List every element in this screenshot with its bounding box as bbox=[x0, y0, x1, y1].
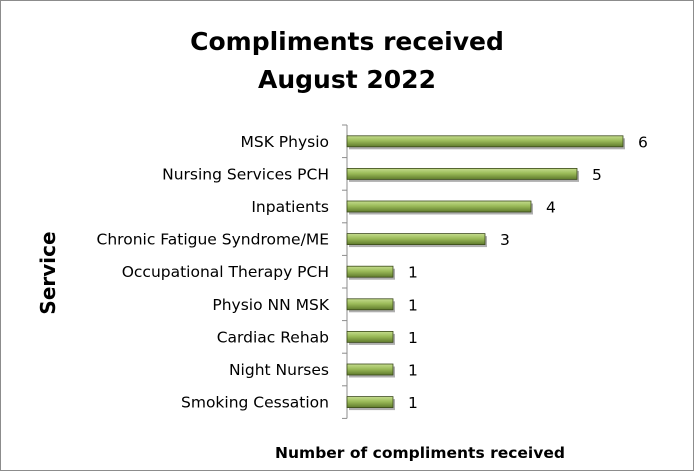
data-label: 1 bbox=[408, 362, 418, 380]
chart-title-line-1: Compliments received bbox=[190, 27, 504, 56]
category-label: Occupational Therapy PCH bbox=[122, 263, 329, 281]
bar bbox=[346, 396, 394, 409]
category-label: Nursing Services PCH bbox=[162, 165, 329, 183]
bar bbox=[346, 200, 532, 213]
bar bbox=[346, 265, 394, 278]
y-axis-title: Service bbox=[36, 231, 60, 314]
plot-area: MSK Physio 6 Nursing Services PCH 5 Inpatien… bbox=[97, 124, 648, 419]
bar bbox=[346, 363, 394, 376]
data-label: 1 bbox=[408, 264, 418, 282]
data-label: 1 bbox=[408, 296, 418, 314]
bar bbox=[346, 135, 624, 148]
data-label: 1 bbox=[408, 329, 418, 347]
category-label: Cardiac Rehab bbox=[217, 328, 329, 346]
category-label: Night Nurses bbox=[229, 361, 329, 379]
data-label: 5 bbox=[592, 166, 602, 184]
data-label: 6 bbox=[638, 133, 648, 151]
category-label: MSK Physio bbox=[240, 133, 329, 151]
category-label: Smoking Cessation bbox=[181, 394, 329, 412]
bar bbox=[346, 330, 394, 343]
x-axis-title: Number of compliments received bbox=[275, 444, 565, 462]
bar bbox=[346, 167, 578, 180]
chart-title-line-2: August 2022 bbox=[258, 65, 436, 94]
data-label: 1 bbox=[408, 394, 418, 412]
bar bbox=[346, 233, 486, 246]
category-label: Chronic Fatigue Syndrome/ME bbox=[97, 231, 329, 249]
bar bbox=[346, 298, 394, 311]
category-label: Physio NN MSK bbox=[212, 296, 329, 314]
data-label: 3 bbox=[500, 231, 510, 249]
category-label: Inpatients bbox=[251, 198, 329, 216]
data-label: 4 bbox=[546, 199, 556, 217]
